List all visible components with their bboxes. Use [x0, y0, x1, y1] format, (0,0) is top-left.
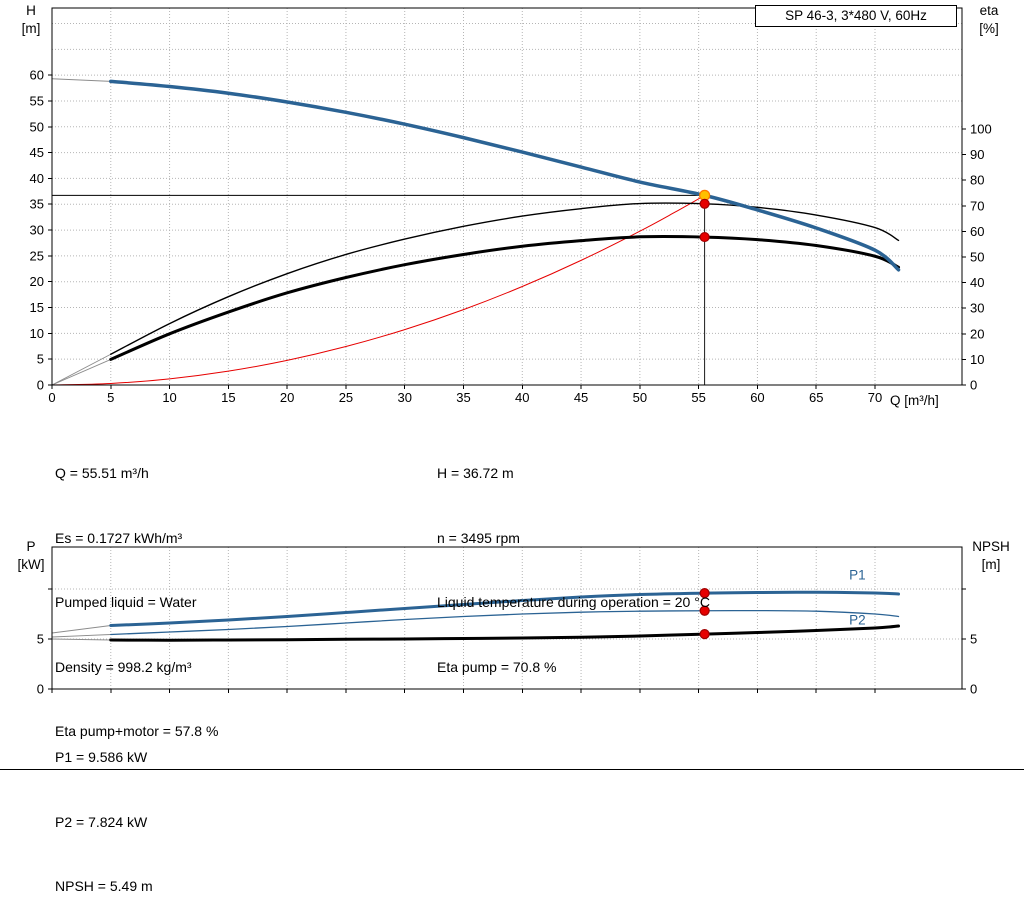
p1-point: [699, 588, 710, 599]
svg-text:10: 10: [970, 352, 984, 367]
svg-text:50: 50: [970, 250, 984, 265]
svg-text:10: 10: [162, 390, 176, 405]
bottom-left-axis-title: P [kW]: [10, 538, 52, 574]
info-p2: P2 = 7.824 kW: [55, 813, 148, 830]
curve-label-P1: P1: [849, 568, 866, 583]
system-curve: [51, 194, 706, 386]
svg-text:5: 5: [970, 632, 977, 647]
info-density: Density = 998.2 kg/m³: [55, 658, 192, 675]
svg-text:15: 15: [30, 300, 44, 315]
info-liquid-temperature: Liquid temperature during operation = 20…: [437, 594, 710, 610]
svg-text:55: 55: [30, 93, 44, 108]
p-axis-label: P: [26, 539, 36, 554]
p2-curve: [110, 609, 900, 636]
bottom-divider: [0, 769, 1024, 770]
svg-text:60: 60: [30, 68, 44, 83]
p1-lead: [51, 625, 112, 634]
npsh-axis-label: NPSH: [972, 539, 1010, 554]
svg-text:70: 70: [868, 390, 882, 405]
info-column-left: Q = 55.51 m³/h Es = 0.1727 kWh/m³ Pumped…: [55, 420, 218, 764]
svg-text:35: 35: [30, 197, 44, 212]
info-specific-energy: Es = 0.1727 kWh/m³: [55, 529, 183, 546]
svg-text:40: 40: [970, 275, 984, 290]
eta-pump-lead: [51, 353, 112, 386]
chart-0: 0 5 10 15 20 25 30 35 40 45 50 55 60 65 70 0 5 10 15 20 25 30…: [30, 7, 992, 405]
svg-text:0: 0: [970, 378, 977, 393]
h-axis-label: H: [26, 3, 36, 18]
svg-text:25: 25: [30, 248, 44, 263]
info-head: H = 36.72 m: [437, 465, 514, 481]
svg-text:0: 0: [37, 682, 44, 697]
svg-text:0: 0: [48, 390, 55, 405]
head: [109, 79, 901, 272]
eta-pump: [110, 202, 900, 355]
svg-text:65: 65: [809, 390, 823, 405]
bottom-right-axis-title: NPSH [m]: [962, 538, 1020, 574]
npsh-point: [699, 628, 710, 640]
info-eta-pump: Eta pump = 70.8 %: [437, 658, 557, 675]
pump-performance-chart: 0 5 10 15 20 25 30 35 40 45 50 55 60 65 70051015202530…: [30, 7, 992, 697]
svg-text:50: 50: [633, 390, 647, 405]
p2-lead: [51, 634, 112, 638]
svg-text:30: 30: [397, 390, 411, 405]
pump-type-box: SP 46-3, 3*480 V, 60Hz: [755, 5, 957, 27]
eta-pump-motor-lead: [51, 358, 112, 386]
info-npsh: NPSH = 5.49 m: [55, 878, 153, 894]
head-lead: [51, 78, 112, 82]
h-axis-unit: [m]: [21, 21, 41, 36]
svg-text:20: 20: [30, 274, 44, 289]
svg-text:50: 50: [30, 119, 44, 134]
svg-text:5: 5: [107, 390, 114, 405]
svg-text:90: 90: [970, 147, 984, 162]
svg-text:30: 30: [30, 223, 44, 238]
info-flow: Q = 55.51 m³/h: [55, 465, 149, 481]
svg-text:55: 55: [691, 390, 705, 405]
eta-axis-label: eta: [979, 3, 999, 18]
info-column-right: H = 36.72 m n = 3495 rpm Liquid temperat…: [437, 420, 710, 700]
info-eta-pump-motor: Eta pump+motor = 57.8 %: [55, 723, 219, 739]
svg-text:40: 40: [515, 390, 529, 405]
p1-curve: [109, 590, 901, 627]
npsh-axis-unit: [m]: [981, 557, 1001, 572]
eta-pump-point: [699, 198, 710, 209]
chart-1: 0 5 0 5 P1 P2: [37, 546, 977, 697]
svg-text:25: 25: [339, 390, 353, 405]
svg-text:60: 60: [970, 224, 984, 239]
svg-text:45: 45: [30, 145, 44, 160]
eta-axis-unit: [%]: [979, 21, 999, 36]
top-left-axis-title: H [m]: [12, 2, 50, 38]
svg-text:60: 60: [750, 390, 764, 405]
p2-point: [699, 605, 710, 616]
svg-text:20: 20: [280, 390, 294, 405]
p-axis-unit: [kW]: [17, 557, 45, 572]
svg-text:20: 20: [970, 326, 984, 341]
curve-label-P2: P2: [849, 613, 866, 628]
eta-pump-motor: [109, 235, 901, 361]
svg-text:30: 30: [970, 301, 984, 316]
svg-text:40: 40: [30, 171, 44, 186]
info-column-bottom: P1 = 9.586 kW P2 = 7.824 kW NPSH = 5.49 …: [55, 704, 153, 919]
npsh-curve: [109, 624, 901, 642]
top-right-axis-title: eta [%]: [966, 2, 1012, 38]
svg-text:10: 10: [30, 326, 44, 341]
eta-pump-motor-point: [699, 231, 710, 243]
info-p1: P1 = 9.586 kW: [55, 749, 148, 765]
svg-text:80: 80: [970, 173, 984, 188]
svg-text:45: 45: [574, 390, 588, 405]
svg-text:5: 5: [37, 352, 44, 367]
q-axis-label: Q [m³/h]: [890, 393, 939, 408]
svg-text:0: 0: [970, 682, 977, 697]
svg-text:100: 100: [970, 122, 992, 137]
info-pumped-liquid: Pumped liquid = Water: [55, 594, 197, 610]
npsh-lead: [51, 638, 112, 641]
svg-text:35: 35: [456, 390, 470, 405]
info-speed: n = 3495 rpm: [437, 529, 520, 546]
svg-text:70: 70: [970, 198, 984, 213]
svg-text:0: 0: [37, 378, 44, 393]
svg-text:5: 5: [37, 632, 44, 647]
svg-text:15: 15: [221, 390, 235, 405]
